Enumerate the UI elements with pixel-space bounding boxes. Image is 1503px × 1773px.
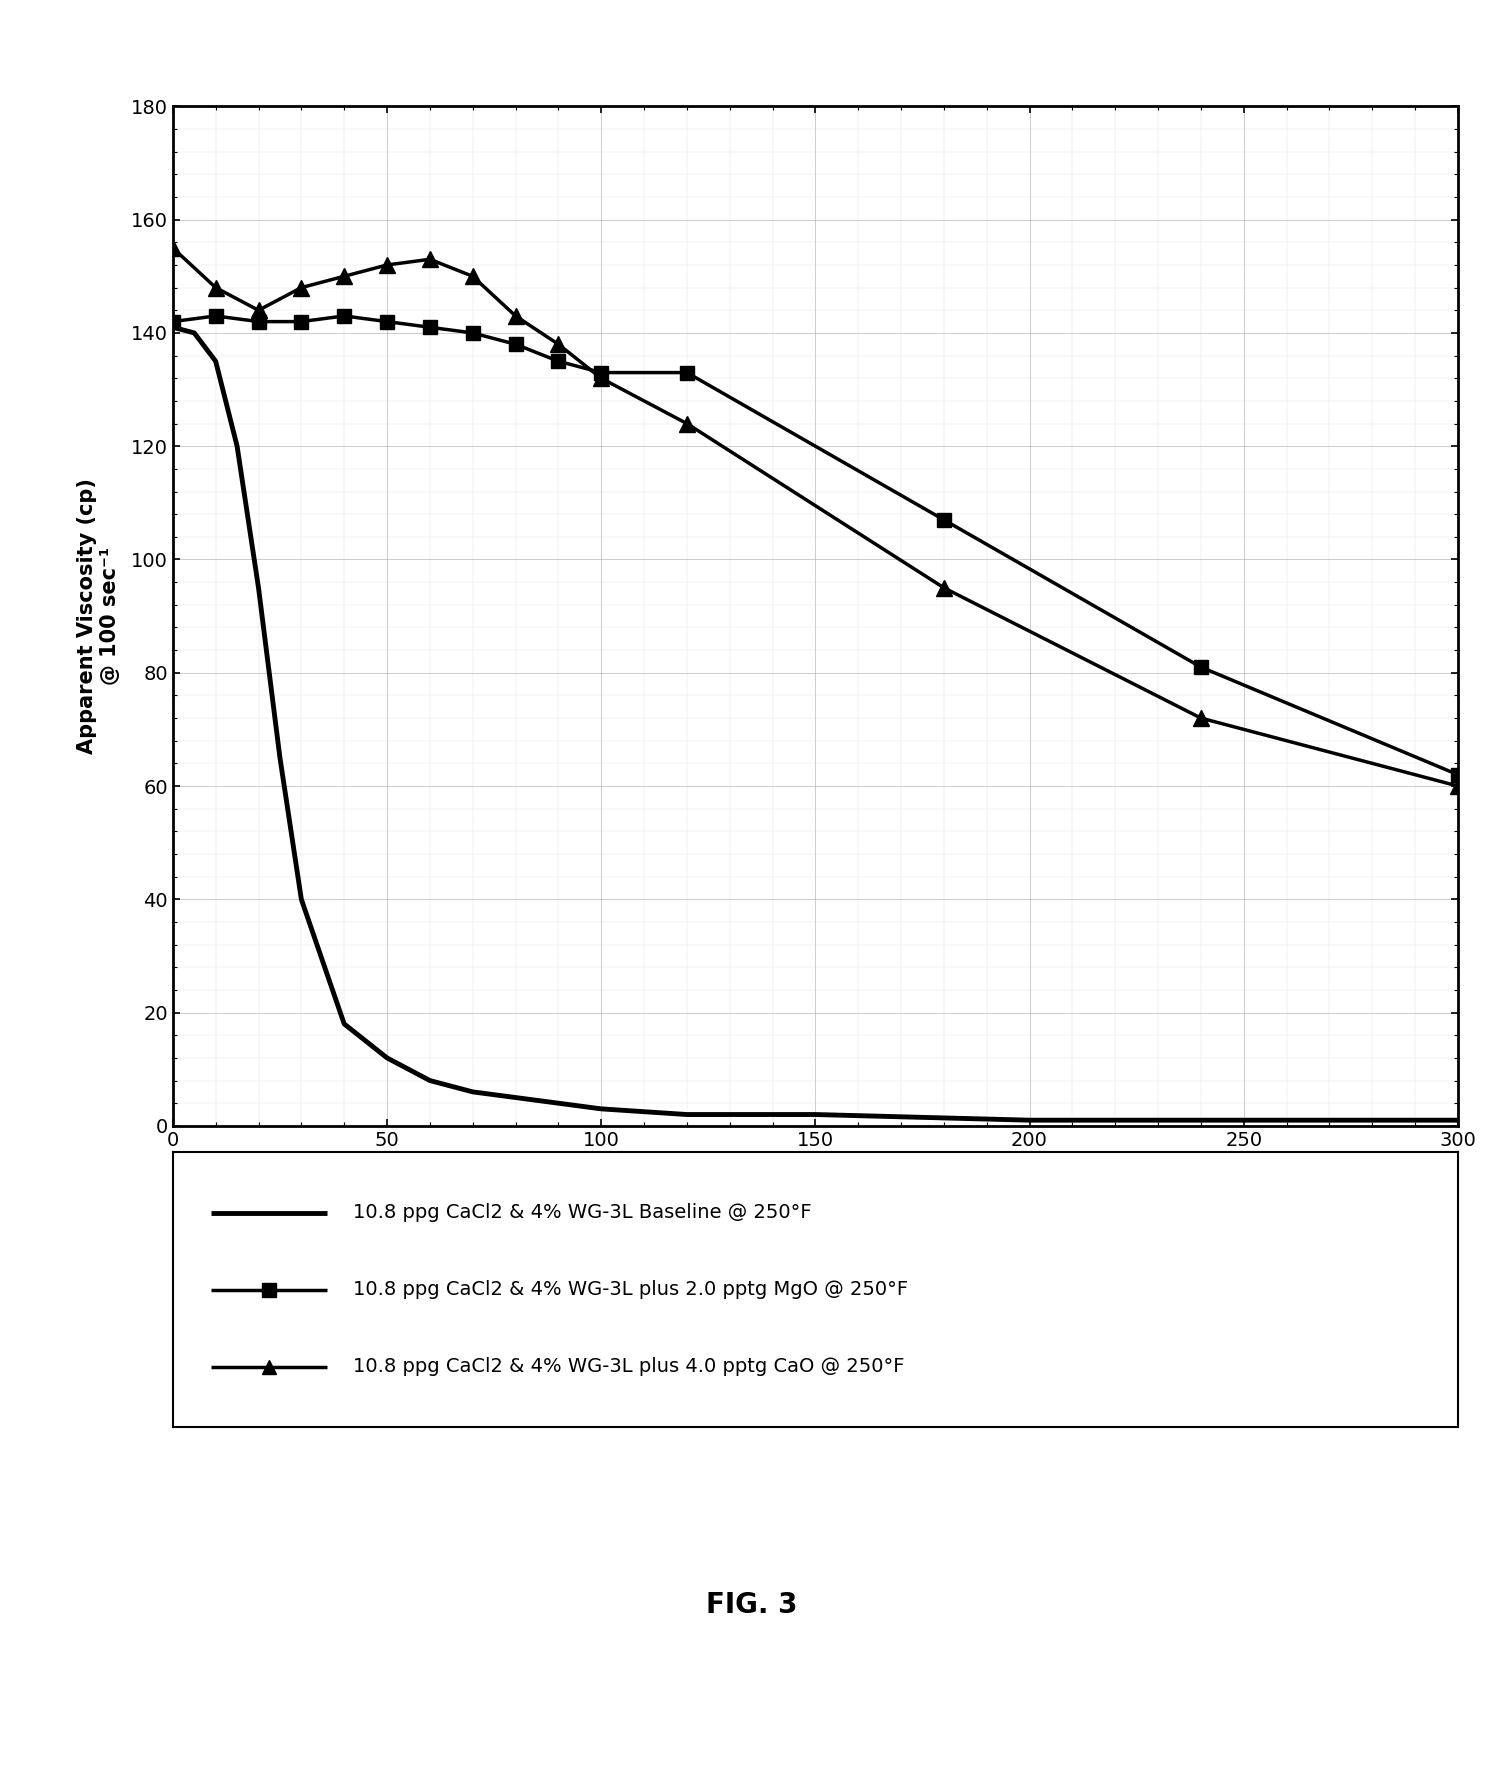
Text: 10.8 ppg CaCl2 & 4% WG-3L plus 4.0 pptg CaO @ 250°F: 10.8 ppg CaCl2 & 4% WG-3L plus 4.0 pptg … <box>353 1358 905 1376</box>
Text: 10.8 ppg CaCl2 & 4% WG-3L Baseline @ 250°F: 10.8 ppg CaCl2 & 4% WG-3L Baseline @ 250… <box>353 1204 812 1222</box>
Text: 10.8 ppg CaCl2 & 4% WG-3L plus 2.0 pptg MgO @ 250°F: 10.8 ppg CaCl2 & 4% WG-3L plus 2.0 pptg … <box>353 1280 908 1300</box>
Y-axis label: Apparent Viscosity (cp)
@ 100 sec⁻¹: Apparent Viscosity (cp) @ 100 sec⁻¹ <box>77 479 120 754</box>
Text: FIG. 3: FIG. 3 <box>706 1590 797 1619</box>
X-axis label: Time (min): Time (min) <box>752 1161 879 1181</box>
